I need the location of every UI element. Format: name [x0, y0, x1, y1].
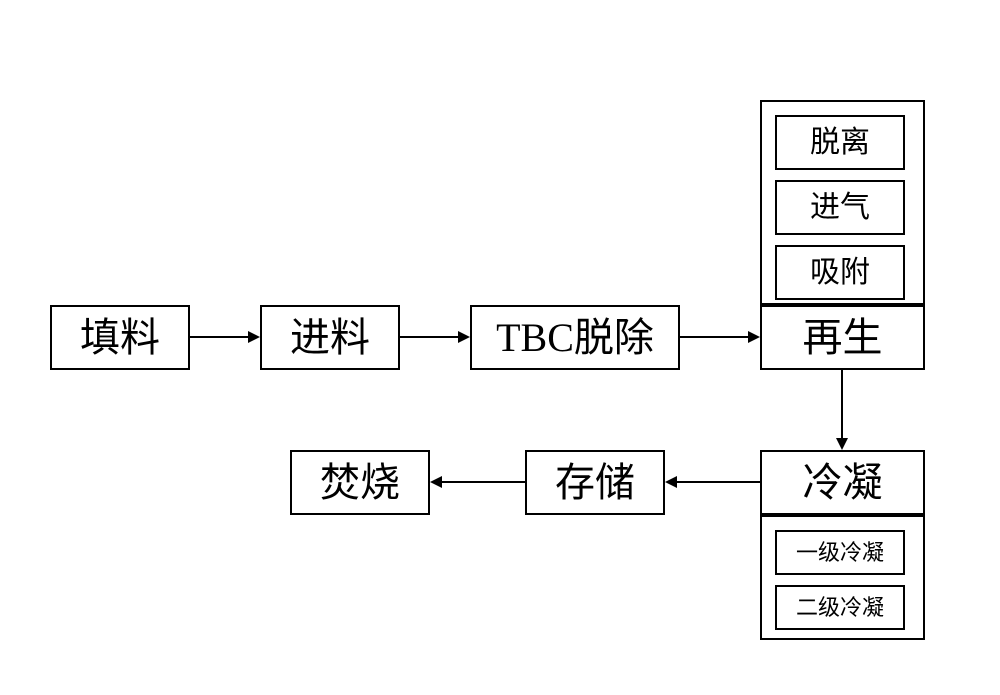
- node-fill: 填料: [50, 305, 190, 370]
- edge-2-3: [400, 327, 470, 347]
- node-feed: 进料: [260, 305, 400, 370]
- node-tbc-label: TBC脱除: [496, 318, 654, 358]
- node-regen-label: 再生: [803, 318, 883, 358]
- node-adsorb-label: 吸附: [810, 258, 870, 288]
- edge-6-7: [430, 472, 525, 492]
- edge-1-2: [190, 327, 260, 347]
- node-cond2: 二级冷凝: [775, 585, 905, 630]
- node-feed-label: 进料: [290, 318, 370, 358]
- node-cond2-label: 二级冷凝: [796, 597, 884, 619]
- edge-5-6: [665, 472, 760, 492]
- node-burn-label: 焚烧: [320, 463, 400, 503]
- node-adsorb: 吸附: [775, 245, 905, 300]
- node-condense: 冷凝: [760, 450, 925, 515]
- node-intake: 进气: [775, 180, 905, 235]
- node-cond1: 一级冷凝: [775, 530, 905, 575]
- node-detach-label: 脱离: [810, 128, 870, 158]
- edge-4-5: [832, 370, 852, 450]
- node-store-label: 存储: [555, 463, 635, 503]
- node-cond1-label: 一级冷凝: [796, 542, 884, 564]
- node-fill-label: 填料: [80, 318, 160, 358]
- node-tbc: TBC脱除: [470, 305, 680, 370]
- node-store: 存储: [525, 450, 665, 515]
- node-burn: 焚烧: [290, 450, 430, 515]
- edge-3-4: [680, 327, 760, 347]
- node-regen: 再生: [760, 305, 925, 370]
- node-condense-label: 冷凝: [803, 463, 883, 503]
- node-intake-label: 进气: [810, 193, 870, 223]
- node-detach: 脱离: [775, 115, 905, 170]
